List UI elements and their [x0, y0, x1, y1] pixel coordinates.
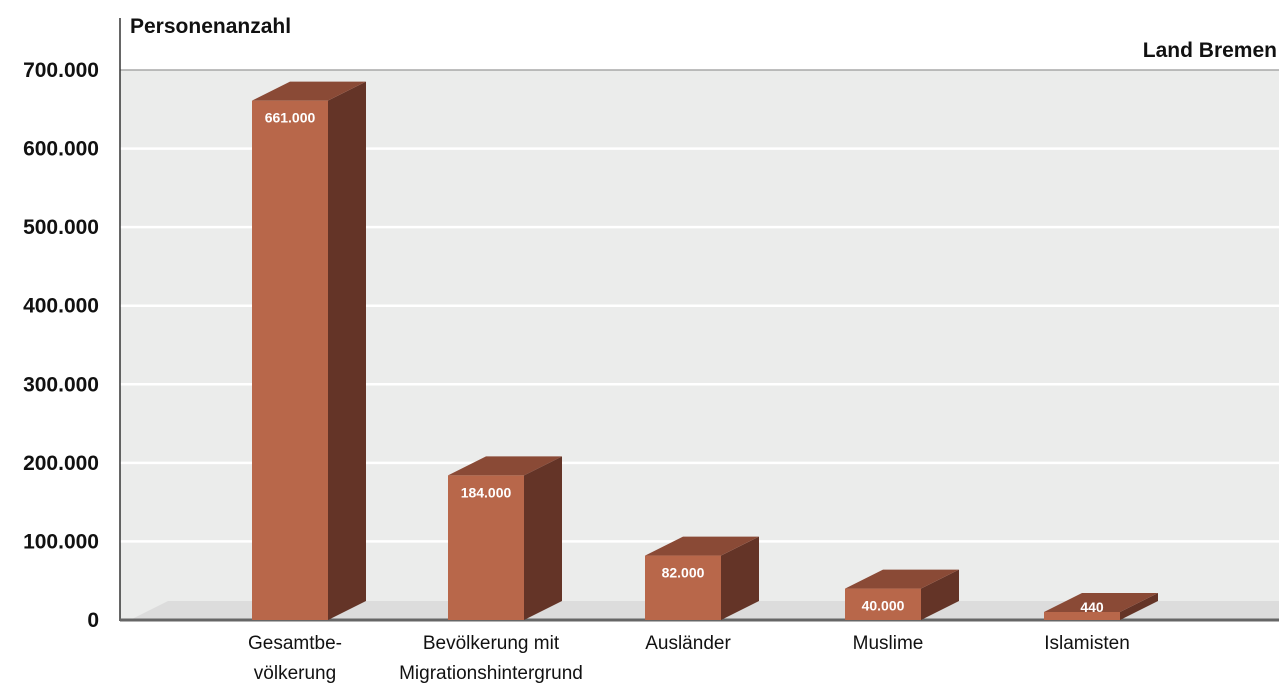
- x-category-label: völkerung: [254, 663, 336, 683]
- x-category-label: Muslime: [853, 633, 924, 654]
- bar-side: [921, 569, 959, 620]
- x-category-label: Islamisten: [1044, 633, 1130, 654]
- bar-top: [448, 456, 562, 476]
- y-axis-label: Personenanzahl: [130, 15, 291, 38]
- chart-title: Land Bremen: [1143, 39, 1277, 62]
- bar-side: [1120, 593, 1158, 620]
- y-tick-label: 300.000: [23, 373, 99, 396]
- bar-front: [448, 475, 524, 620]
- bar-value-label: 440: [1080, 599, 1104, 615]
- bar-top: [252, 81, 366, 101]
- bar: 184.000: [448, 456, 562, 620]
- bar-side: [328, 81, 366, 620]
- bars: 661.000 184.000 82.000 40.000 440: [252, 81, 1158, 620]
- bar-top: [645, 536, 759, 556]
- bar: 82.000: [645, 536, 759, 620]
- y-tick-label: 600.000: [23, 138, 99, 161]
- y-axis-ticks: 0 100.000 200.000 300.000 400.000 500.000 600.…: [23, 59, 99, 632]
- bar-front: [845, 588, 921, 620]
- bar-side: [524, 456, 562, 620]
- x-axis-categories: Gesamtbe-völkerung Bevölkerung mit Migrati…: [248, 633, 1130, 683]
- y-tick-label: 700.000: [23, 59, 99, 82]
- bar: 661.000: [252, 81, 366, 620]
- x-category-label: Migrationshintergrund: [399, 663, 583, 683]
- bar-value-label: 184.000: [461, 484, 512, 500]
- y-tick-label: 100.000: [23, 530, 99, 553]
- bar-top: [845, 569, 959, 589]
- bar-front: [252, 100, 328, 620]
- x-category-label: Gesamtbe-: [248, 633, 342, 654]
- bar: 40.000: [845, 569, 959, 620]
- bar-value-label: 40.000: [862, 598, 905, 614]
- y-tick-label: 0: [87, 609, 99, 632]
- y-tick-label: 200.000: [23, 452, 99, 475]
- bar-value-label: 82.000: [662, 565, 705, 581]
- y-tick-label: 500.000: [23, 216, 99, 239]
- bar-value-label: 661.000: [265, 110, 316, 126]
- bar-front: [1044, 612, 1120, 620]
- bar-top: [1044, 593, 1158, 612]
- bar-front: [645, 555, 721, 620]
- bar: 440: [1044, 593, 1158, 620]
- x-category-label: Ausländer: [645, 633, 731, 654]
- x-category-label: Bevölkerung mit: [423, 633, 560, 654]
- bar-side: [721, 536, 759, 620]
- y-tick-label: 400.000: [23, 295, 99, 318]
